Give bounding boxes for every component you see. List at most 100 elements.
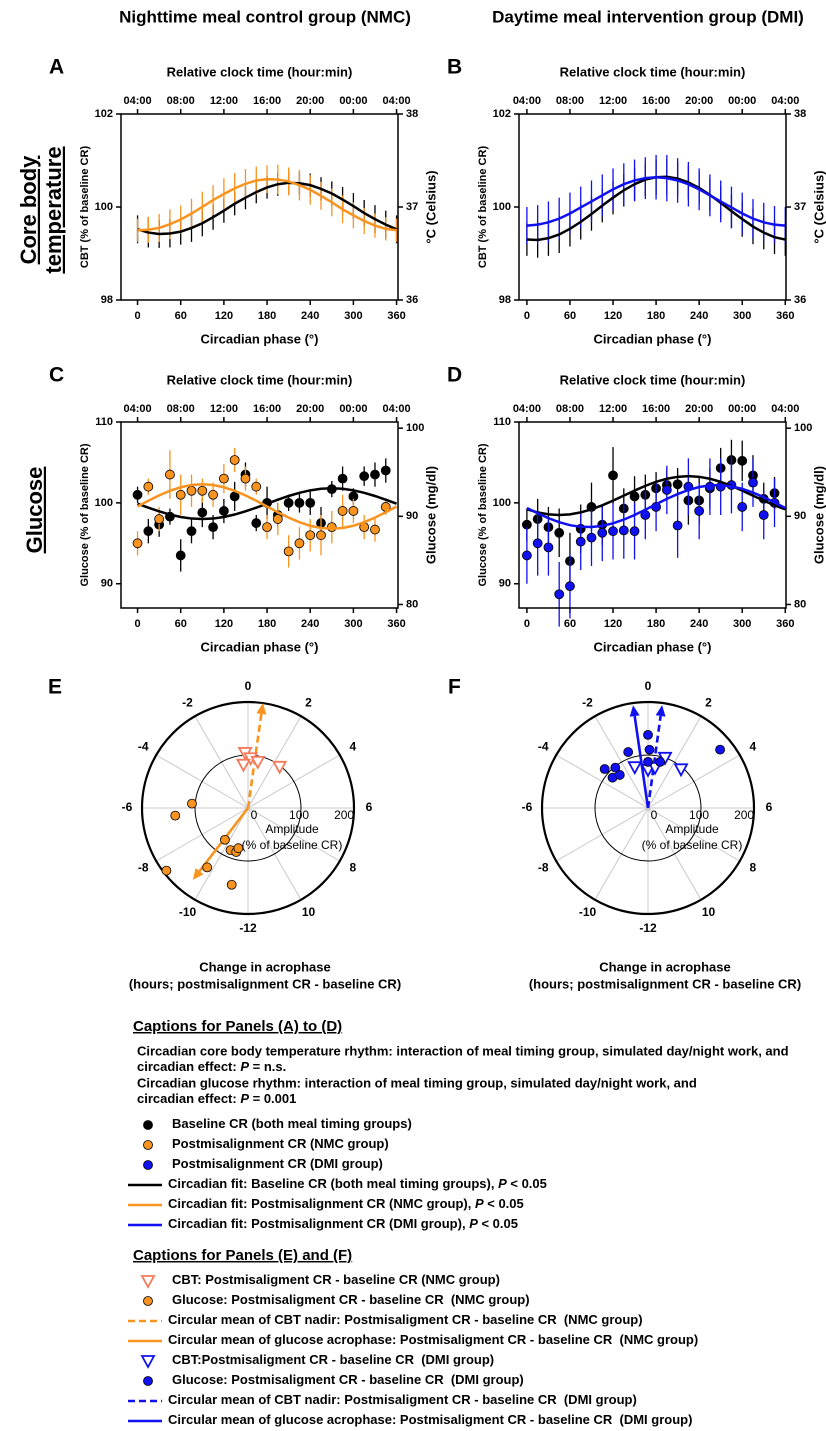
y-axis-title: CBT (% of baseline CR)	[477, 146, 489, 269]
y2-tick-label: 100	[406, 422, 424, 434]
cbt-marker	[235, 758, 251, 773]
top-tick-label: 12:00	[599, 403, 627, 415]
radius-axis-title: Amplitude	[265, 822, 319, 836]
data-point	[316, 530, 326, 541]
data-point	[694, 506, 705, 516]
angle-tick-label: 0	[645, 679, 652, 693]
arrow-head	[192, 868, 204, 880]
radius-tick-label: 200	[734, 808, 754, 822]
legend-label: CBT: Postmisaligment CR - baseline CR (N…	[172, 1272, 500, 1287]
fit-curve	[526, 175, 786, 227]
x-tick-label: 120	[604, 618, 622, 630]
legend-label: Postmisalignment CR (NMC group)	[172, 1136, 389, 1151]
data-point	[737, 455, 748, 466]
top-tick-label: 16:00	[642, 403, 670, 415]
top-tick-label: 20:00	[685, 95, 713, 107]
x-tick-label: 300	[733, 310, 751, 322]
y-tick-label: 110	[95, 416, 113, 428]
glucose-marker	[161, 865, 172, 876]
y-tick-label: 100	[95, 201, 113, 213]
angle-tick-label: -12	[239, 921, 257, 935]
caption-text: Circadian fit: Postmisalignment CR (DMI …	[168, 1216, 469, 1231]
caption-text: Circular mean of glucose acrophase: Post…	[168, 1412, 692, 1427]
top-tick-label: 00:00	[339, 95, 367, 107]
data-point	[672, 520, 683, 531]
data-point	[737, 502, 748, 512]
data-point	[359, 471, 370, 482]
y-tick-label: 90	[101, 578, 113, 590]
glucose-marker	[643, 729, 653, 740]
legend-marker	[143, 1160, 153, 1170]
stat-note: circadian effect: P = n.s.	[137, 1059, 286, 1074]
data-point	[132, 489, 143, 500]
x-tick-label: 240	[690, 310, 708, 322]
top-tick-label: 00:00	[728, 95, 756, 107]
caption-text: = n.s.	[249, 1059, 286, 1074]
top-tick-label: 04:00	[513, 95, 541, 107]
data-point	[661, 485, 672, 495]
glucose-marker	[599, 764, 610, 774]
top-tick-label: 08:00	[556, 403, 584, 415]
radius-tick-label: 100	[689, 808, 709, 822]
x-tick-label: 0	[134, 310, 140, 322]
glucose-marker	[623, 747, 634, 757]
legend-label: Postmisalignment CR (DMI group)	[172, 1156, 383, 1171]
fit-curve	[526, 474, 786, 517]
data-point	[165, 469, 175, 480]
data-point	[337, 473, 348, 484]
x-tick-label: 60	[564, 618, 576, 630]
x-tick-label: 240	[301, 618, 319, 630]
data-point	[370, 524, 380, 535]
x-tick-label: 240	[690, 618, 708, 630]
caption-heading: Captions for Panels (E) and (F)	[133, 1247, 352, 1264]
axis-title: (hours; postmisalignment CR - baseline C…	[129, 976, 401, 991]
data-point	[305, 530, 316, 541]
x-tick-label: 0	[524, 310, 530, 322]
caption-text: CBT:Postmisaligment CR - baseline CR (DM…	[172, 1352, 494, 1367]
y2-tick-label: 38	[406, 108, 418, 120]
data-point	[208, 522, 218, 533]
x-tick-label: 300	[344, 310, 362, 322]
angle-tick-label: 8	[749, 861, 756, 875]
caption-text: Circadian fit: Baseline CR (both meal ti…	[168, 1176, 498, 1191]
y-tick-label: 100	[493, 201, 511, 213]
caption-text: Glucose: Postmisaligment CR - baseline C…	[172, 1292, 530, 1307]
x-tick-label: 180	[647, 310, 665, 322]
glucose-marker	[715, 744, 725, 755]
x-tick-label: 360	[387, 618, 405, 630]
y-tick-label: 100	[493, 497, 511, 509]
radius-ring	[594, 754, 702, 862]
top-tick-label: 04:00	[382, 95, 410, 107]
y-tick-label: 98	[101, 294, 113, 306]
y2-axis-title: °C (Celsius)	[811, 170, 826, 243]
x-tick-label: 180	[258, 618, 276, 630]
data-point	[294, 497, 305, 508]
radius-tick-label: 200	[334, 808, 354, 822]
legend-marker	[143, 1376, 153, 1386]
top-tick-label: 16:00	[253, 403, 281, 415]
x-tick-label: 300	[733, 618, 751, 630]
cbt-marker	[673, 763, 689, 778]
data-point	[197, 507, 208, 518]
angle-tick-label: 10	[702, 905, 716, 919]
arrow-head	[629, 705, 640, 717]
top-tick-label: 08:00	[167, 95, 195, 107]
legend-marker	[140, 1275, 156, 1289]
y2-tick-label: 90	[406, 510, 418, 522]
data-point	[218, 506, 229, 516]
axis-title: (hours; postmisalignment CR - baseline C…	[529, 976, 801, 991]
data-point	[197, 485, 208, 496]
y-axis-title: Glucose (% of baseline CR)	[79, 443, 91, 586]
arrow-head	[256, 703, 267, 715]
angle-tick-label: -8	[138, 861, 149, 875]
top-tick-label: 00:00	[339, 403, 367, 415]
angle-tick-label: 2	[705, 695, 712, 709]
stat-note: Circadian glucose rhythm: interaction of…	[137, 1075, 697, 1090]
angle-tick-label: -4	[138, 740, 149, 754]
angle-tick-label: 4	[749, 740, 756, 754]
y-tick-label: 100	[95, 497, 113, 509]
top-tick-label: 00:00	[728, 403, 756, 415]
top-tick-label: 20:00	[296, 403, 324, 415]
data-point	[154, 514, 165, 524]
